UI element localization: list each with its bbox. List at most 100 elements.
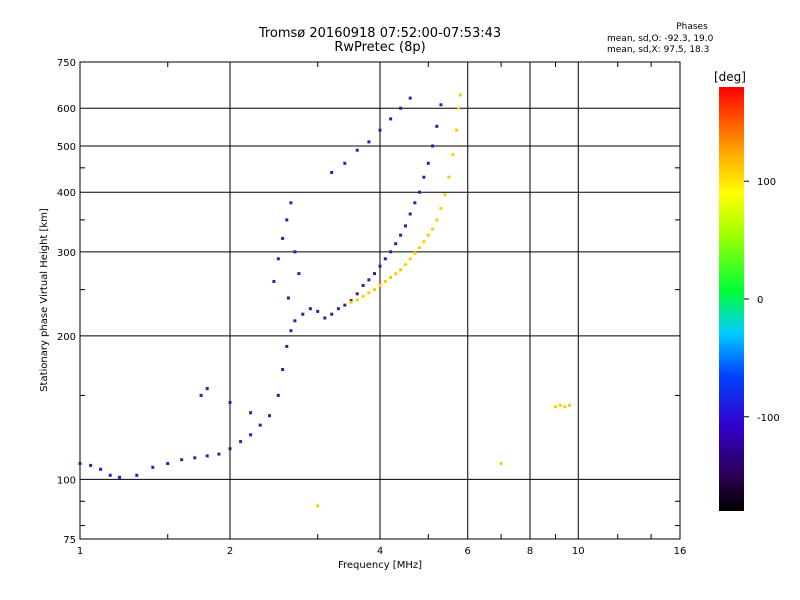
colorbar-ticks: 100 0 -100 <box>744 177 780 424</box>
data-point-X <box>389 276 393 279</box>
y-tick-label: 75 <box>63 535 76 546</box>
data-point-O <box>289 329 293 333</box>
colorbar-tick-label: 100 <box>757 177 776 188</box>
y-tick-label: 500 <box>57 142 76 153</box>
data-point-O <box>413 201 417 205</box>
data-point-O <box>286 296 290 300</box>
data-point-O <box>293 319 297 323</box>
data-point-O <box>367 278 371 282</box>
data-point-X <box>422 240 426 244</box>
data-point-O <box>166 462 170 465</box>
x-tick-label: 1 <box>77 546 83 557</box>
data-point-O <box>431 144 435 148</box>
y-axis-label: Stationary phase Virtual Height [km] <box>39 208 50 392</box>
data-point-X <box>383 280 387 283</box>
x-tick-label: 2 <box>227 546 233 557</box>
y-tick-label: 600 <box>57 104 76 115</box>
data-point-X <box>349 300 353 304</box>
data-point-O <box>217 452 221 456</box>
data-point-O <box>281 368 285 371</box>
plot-frame <box>79 61 681 540</box>
data-point-O <box>435 124 439 128</box>
data-point-X <box>431 227 435 231</box>
data-point-X <box>413 251 417 255</box>
data-point-O <box>301 312 305 316</box>
data-point-X <box>426 233 430 237</box>
data-point-X <box>563 405 567 409</box>
data-point-O <box>389 250 393 254</box>
data-point-X <box>373 288 376 292</box>
data-point-X <box>394 272 398 276</box>
data-point-O <box>239 440 243 444</box>
data-point-O <box>418 190 421 194</box>
data-point-O <box>281 236 285 240</box>
x-tick-label: 10 <box>572 546 585 557</box>
data-point-O <box>276 257 280 261</box>
data-point-O <box>355 292 359 296</box>
x-tick-label: 8 <box>527 546 533 557</box>
data-point-O <box>439 103 443 107</box>
data-point-O <box>383 257 387 261</box>
x-tick-label: 6 <box>465 546 471 557</box>
data-point-X <box>378 284 382 287</box>
data-point-O <box>78 462 82 465</box>
data-point-O <box>422 175 426 179</box>
data-point-O <box>343 303 347 307</box>
data-point-O <box>394 242 398 246</box>
grid <box>79 61 681 540</box>
colorbar-tick-label: 0 <box>757 295 763 306</box>
colorbar <box>719 87 744 511</box>
data-point-X <box>439 206 443 210</box>
phase-stats-o-mode: mean, sd,O: -92.3, 19.0 <box>607 34 714 44</box>
data-point-O <box>285 344 289 348</box>
y-tick-label: 100 <box>57 475 76 486</box>
data-point-O <box>108 473 112 477</box>
data-point-O <box>323 316 327 320</box>
colorbar-tick-label: -100 <box>757 413 780 424</box>
y-tick-label: 400 <box>57 188 76 199</box>
data-point-X <box>316 504 320 508</box>
data-point-X <box>443 193 447 197</box>
data-point-O <box>373 272 376 276</box>
data-point-O <box>343 161 347 165</box>
data-point-O <box>228 400 232 404</box>
data-point-O <box>316 309 320 313</box>
data-point-O <box>276 393 280 397</box>
data-point-O <box>180 458 184 462</box>
data-point-O <box>330 171 334 174</box>
data-point-X <box>457 106 460 110</box>
data-point-O <box>89 463 93 467</box>
x-axis-label: Frequency [MHz] <box>338 560 422 571</box>
data-point-O <box>258 423 262 427</box>
chart-title: Tromsø 20160918 07:52:00-07:53:43 <box>258 26 502 41</box>
data-point-O <box>151 465 155 469</box>
data-point-X <box>568 403 571 407</box>
data-point-O <box>378 264 382 268</box>
data-point-O <box>297 272 301 276</box>
data-point-O <box>205 387 209 391</box>
data-point-O <box>268 414 271 418</box>
data-point-X <box>455 128 459 132</box>
data-point-O <box>249 433 253 437</box>
data-point-O <box>99 467 103 471</box>
data-point-O <box>349 299 353 303</box>
x-tick-label: 4 <box>377 546 383 557</box>
data-point-O <box>378 128 382 132</box>
data-points <box>78 93 571 508</box>
phase-stats-title: Phases <box>676 22 708 32</box>
data-point-O <box>367 140 371 144</box>
x-tick-label: 16 <box>674 546 687 557</box>
colorbar-label: [deg] <box>714 70 746 84</box>
data-point-O <box>118 475 121 479</box>
data-point-O <box>408 96 412 100</box>
y-tick-label: 300 <box>57 248 76 259</box>
data-point-O <box>404 224 407 228</box>
data-point-O <box>426 161 430 165</box>
data-point-O <box>272 280 276 283</box>
chart-subtitle: RwPretec (8p) <box>334 40 426 55</box>
data-point-O <box>199 393 203 397</box>
data-point-X <box>458 93 462 97</box>
data-point-O <box>361 284 365 287</box>
data-point-X <box>451 153 455 156</box>
